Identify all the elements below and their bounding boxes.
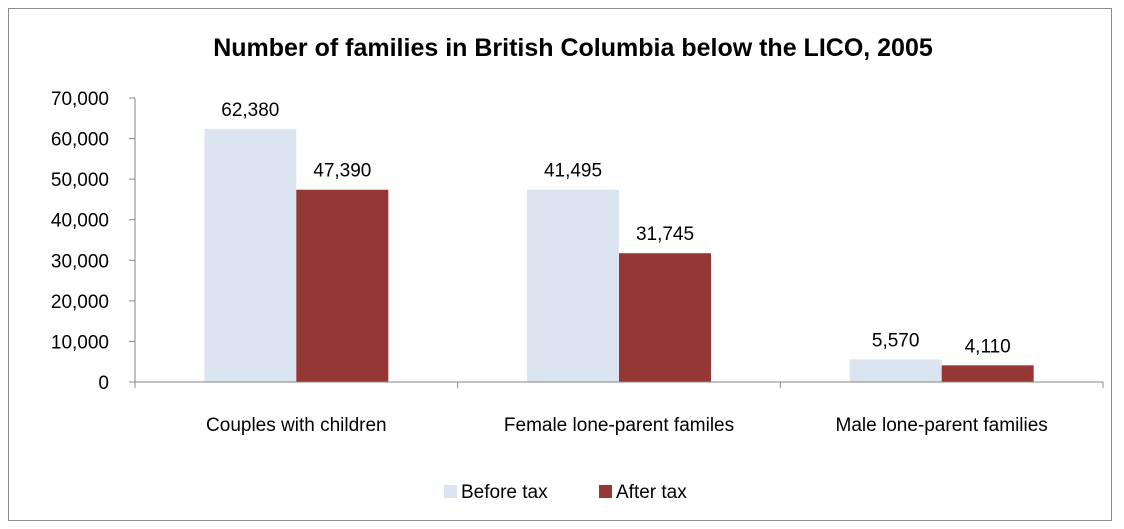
bar-after-tax	[941, 365, 1034, 382]
y-tick-label: 60,000	[51, 130, 109, 151]
data-label: 41,495	[544, 161, 602, 182]
legend-label: After tax	[616, 482, 687, 503]
y-tick-label: 20,000	[51, 292, 109, 313]
bar-before-tax	[204, 128, 297, 382]
data-label: 31,745	[636, 224, 694, 245]
data-label: 47,390	[313, 161, 371, 182]
bar-after-tax	[296, 189, 389, 382]
legend-swatch	[444, 485, 457, 498]
x-category-label: Female lone-parent familes	[504, 415, 734, 436]
data-label: 5,570	[872, 330, 920, 351]
x-category-label: Couples with children	[206, 415, 387, 436]
x-axis: Couples with children Female lone-parent …	[134, 381, 1104, 436]
x-category-label: Male lone-parent families	[836, 415, 1048, 436]
legend-swatch	[599, 485, 612, 498]
legend: Before tax After tax	[444, 482, 687, 503]
bars: 62,380 41,495 5,570 47,390 31,745 4,110	[204, 100, 1034, 382]
data-label: 4,110	[965, 336, 1011, 357]
y-axis: 0 10,000 20,000 30,000 40,000 50,000 60,000 70,…	[51, 89, 136, 394]
y-tick-label: 10,000	[51, 332, 109, 353]
legend-label: Before tax	[461, 482, 548, 503]
y-tick-label: 50,000	[51, 170, 109, 191]
data-label: 62,380	[221, 100, 279, 121]
bar-before-tax	[527, 189, 619, 382]
y-tick-label: 40,000	[51, 211, 109, 232]
bar-before-tax	[849, 359, 942, 382]
y-tick-label: 0	[98, 373, 109, 394]
bar-after-tax	[619, 253, 711, 382]
chart-title: Number of families in British Columbia b…	[213, 34, 933, 62]
y-tick-label: 70,000	[51, 89, 109, 110]
y-tick-label: 30,000	[51, 251, 109, 272]
